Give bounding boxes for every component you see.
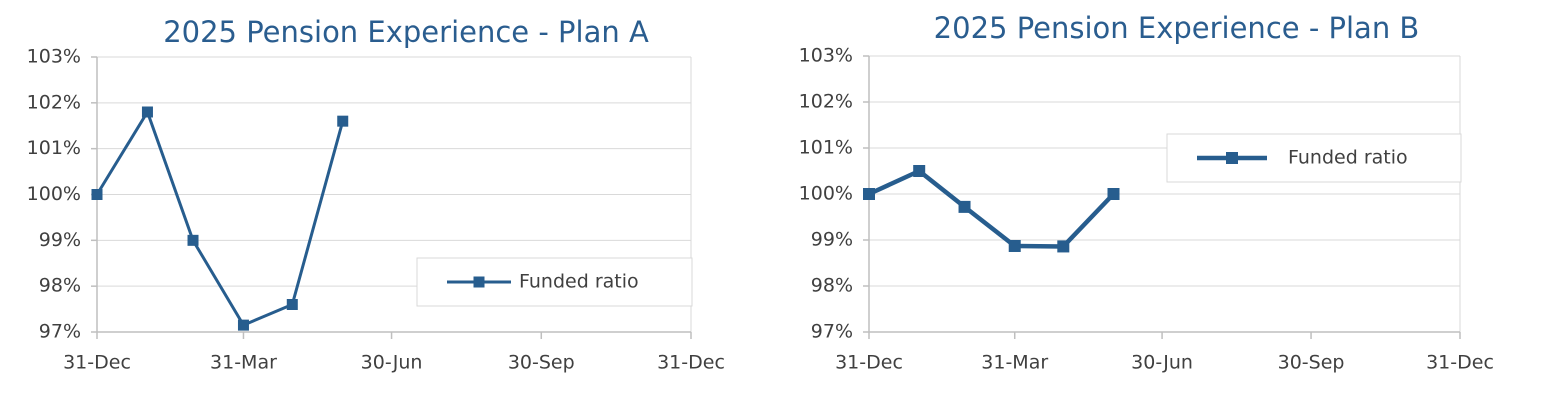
marker [863, 188, 875, 200]
y-tick-label: 97% [39, 321, 81, 343]
series-line [95, 110, 345, 327]
y-tick-label: 102% [27, 91, 81, 113]
y-tick-label: 103% [799, 45, 853, 67]
y-tick-label: 99% [811, 229, 853, 251]
marker [141, 106, 153, 118]
x-tick-label: 31-Mar [981, 352, 1048, 374]
marker [1008, 239, 1021, 252]
legend-label: Funded ratio [1288, 147, 1408, 169]
y-tick-label: 100% [799, 183, 853, 205]
y-tick-label: 97% [811, 321, 853, 343]
marker [187, 234, 199, 246]
y-tick-label: 98% [811, 275, 853, 297]
chart: 2025 Pension Experience - Plan B 97% 98% 99… [799, 11, 1494, 374]
x-tick-label: 30-Jun [361, 352, 423, 374]
x-tick-label: 30-Sep [1278, 352, 1345, 374]
x-tick-label: 31-Dec [657, 352, 725, 374]
y-tick-label: 98% [39, 275, 81, 297]
marker [337, 115, 349, 127]
marker [91, 189, 103, 200]
marker [286, 299, 298, 310]
y-tick-label: 101% [27, 137, 81, 159]
x-tick-label: 31-Dec [63, 352, 131, 374]
x-tick-label: 31-Dec [1426, 352, 1494, 374]
x-tick-label: 31-Dec [835, 352, 903, 374]
chart-title: 2025 Pension Experience - Plan B [934, 11, 1420, 45]
y-tick-label: 100% [27, 183, 81, 205]
marker [237, 319, 249, 331]
x-tick-label: 30-Sep [508, 352, 575, 374]
y-tick-label: 101% [799, 137, 853, 159]
y-tick-label: 102% [799, 91, 853, 113]
x-tick-label: 31-Mar [210, 352, 277, 374]
chart-title: 2025 Pension Experience - Plan A [163, 15, 649, 49]
legend-label: Funded ratio [519, 271, 639, 293]
series-line [868, 168, 1116, 249]
y-tick-label: 103% [27, 46, 81, 68]
marker [1107, 188, 1120, 200]
marker [958, 200, 971, 213]
legend-marker [473, 276, 485, 288]
x-tick-label: 30-Jun [1131, 352, 1193, 374]
chart: 2025 Pension Experience - Plan A 97% 98% 99… [27, 15, 725, 374]
legend-marker [1226, 152, 1238, 164]
marker [913, 165, 926, 177]
marker [1057, 240, 1070, 253]
y-tick-label: 99% [39, 229, 81, 251]
